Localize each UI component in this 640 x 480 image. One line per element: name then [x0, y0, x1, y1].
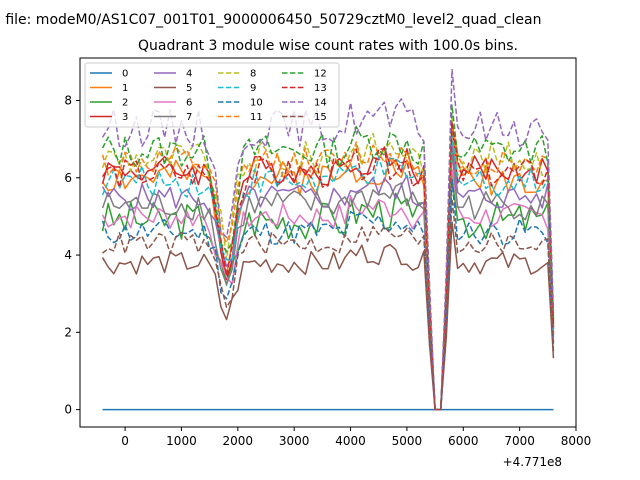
- axes-frame: [79, 57, 577, 428]
- plot-area: [79, 57, 577, 428]
- x-tick-label: 2000: [223, 434, 254, 448]
- series-line-14: [101, 68, 555, 411]
- y-tick-label: 6: [64, 171, 72, 185]
- series-line-15: [102, 197, 555, 411]
- legend-label-14: 14: [314, 98, 327, 109]
- x-tick-label: 5000: [392, 434, 423, 448]
- legend-label-1: 1: [122, 83, 128, 94]
- x-tick-label: 8000: [561, 434, 592, 448]
- legend-label-9: 9: [250, 83, 256, 94]
- legend-label-3: 3: [122, 112, 128, 123]
- y-tick-label: 4: [64, 248, 72, 262]
- figure-suptitle: n file: modeM0/AS1C07_001T01_9000006450_…: [0, 12, 541, 28]
- legend-box: [84, 62, 340, 128]
- legend-label-10: 10: [250, 98, 263, 109]
- series-line-13: [101, 121, 555, 411]
- x-tick-label: 4000: [335, 434, 366, 448]
- x-offset-label: +4.771e8: [503, 455, 562, 469]
- series-line-6: [101, 168, 555, 411]
- legend-label-13: 13: [314, 83, 327, 94]
- series-line-10: [101, 178, 555, 411]
- series-line-9: [101, 134, 555, 411]
- legend-label-5: 5: [186, 83, 192, 94]
- series-line-8: [101, 117, 555, 411]
- x-tick-label: 3000: [279, 434, 310, 448]
- chart-title: Quadrant 3 module wise count rates with …: [138, 38, 518, 54]
- legend-label-15: 15: [314, 112, 327, 123]
- legend-label-2: 2: [122, 98, 128, 109]
- x-axis: 0 1000 2000 3000 4000 5000 6000 7000 8000: [121, 427, 591, 448]
- series-line-2: [101, 177, 555, 411]
- legend-label-8: 8: [250, 69, 256, 80]
- series-line-5: [101, 221, 555, 411]
- y-tick-label: 0: [64, 403, 72, 417]
- y-tick-label: 2: [64, 325, 72, 339]
- series-line-7: [101, 150, 555, 411]
- legend-label-7: 7: [186, 112, 192, 123]
- x-tick-label: 0: [121, 434, 129, 448]
- x-tick-label: 1000: [166, 434, 197, 448]
- legend-label-0: 0: [122, 69, 128, 80]
- x-tick-label: 6000: [448, 434, 479, 448]
- y-tick-label: 8: [64, 94, 72, 108]
- legend-label-6: 6: [186, 98, 192, 109]
- legend-label-12: 12: [314, 69, 327, 80]
- y-axis: 0 2 4 6 8: [64, 94, 80, 417]
- legend-label-11: 11: [250, 112, 263, 123]
- series-line-12: [101, 104, 555, 411]
- legend-label-4: 4: [186, 69, 192, 80]
- x-tick-label: 7000: [504, 434, 535, 448]
